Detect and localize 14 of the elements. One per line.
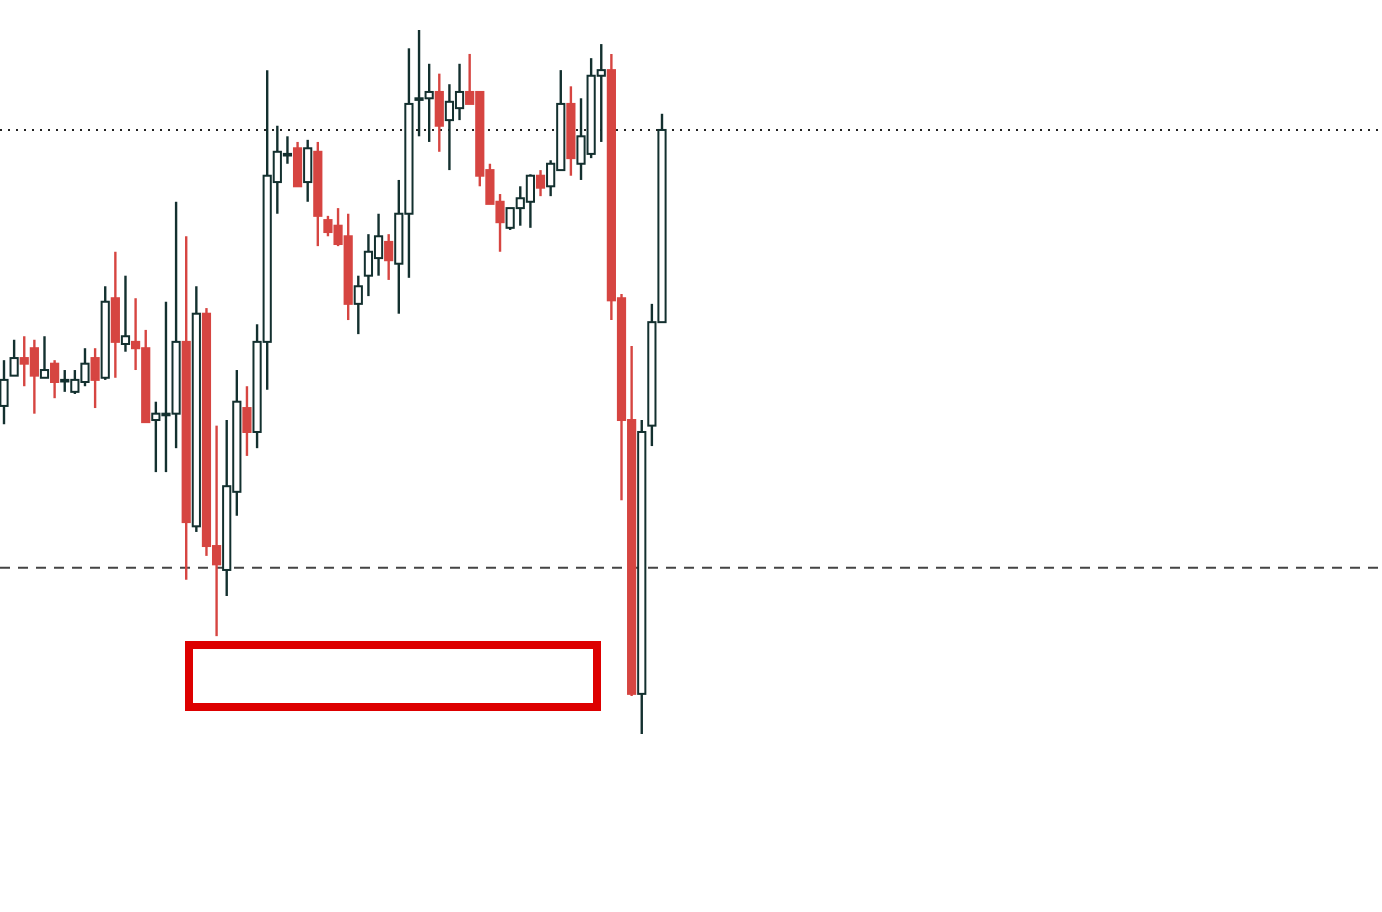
candlestick <box>384 232 394 282</box>
candlestick <box>50 358 60 400</box>
candlestick <box>292 140 303 188</box>
candlestick <box>353 274 363 336</box>
candlestick <box>0 358 9 426</box>
candlestick <box>434 72 444 153</box>
candlestick <box>242 385 252 458</box>
candlestick <box>535 168 546 198</box>
candlestick <box>90 347 100 410</box>
candlestick <box>39 335 50 379</box>
candlestick <box>110 250 120 379</box>
candlestick <box>303 138 313 203</box>
candlestick <box>9 338 19 377</box>
candlestick <box>120 274 131 353</box>
